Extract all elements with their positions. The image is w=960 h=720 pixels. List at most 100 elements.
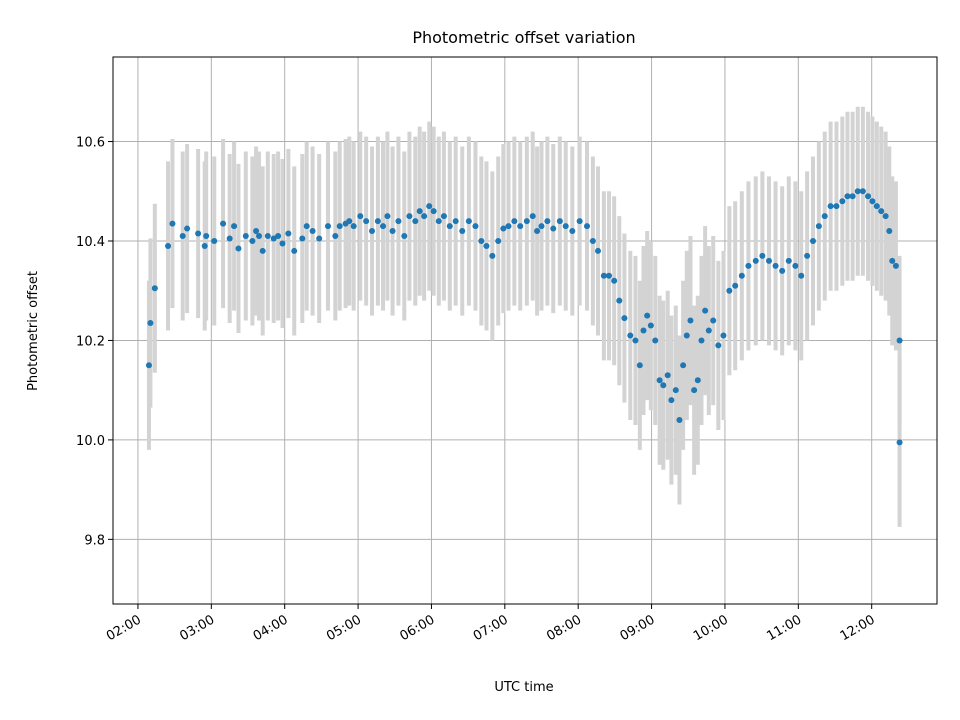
data-point <box>253 228 260 235</box>
data-point <box>705 327 712 334</box>
data-point <box>562 223 569 230</box>
data-point <box>332 233 339 240</box>
data-point <box>589 237 596 244</box>
data-points <box>145 188 903 446</box>
data-point <box>687 317 694 324</box>
data-point <box>291 247 298 254</box>
data-point <box>440 213 447 220</box>
error-bars <box>146 106 902 527</box>
data-point <box>285 230 292 237</box>
data-point <box>374 218 381 225</box>
data-point <box>184 225 191 232</box>
data-point <box>647 322 654 329</box>
data-point <box>606 272 613 279</box>
data-point <box>201 242 208 249</box>
data-point <box>833 203 840 210</box>
x-axis-label: UTC time <box>494 680 553 695</box>
data-point <box>336 223 343 230</box>
plot-frame <box>112 56 938 605</box>
x-tick-label: 06:00 <box>397 612 437 644</box>
data-point <box>556 218 563 225</box>
data-point <box>203 233 210 240</box>
data-point <box>169 220 176 227</box>
data-point <box>827 203 834 210</box>
data-point <box>680 362 687 369</box>
data-point <box>683 332 690 339</box>
data-point <box>584 223 591 230</box>
data-point <box>231 223 238 230</box>
x-tick-label: 12:00 <box>838 612 878 644</box>
x-axis-ticks: 02:00 03:00 04:00 05:00 06:00 07:00 08:00 09:00… <box>104 604 878 644</box>
data-point <box>854 188 861 195</box>
data-point <box>839 198 846 205</box>
data-point <box>249 237 256 244</box>
data-point <box>389 228 396 235</box>
data-point <box>844 193 851 200</box>
data-point <box>676 417 683 424</box>
data-point <box>715 342 722 349</box>
data-point <box>892 262 899 269</box>
data-point <box>421 213 428 220</box>
x-tick-label: 02:00 <box>104 612 144 644</box>
data-point <box>264 233 271 240</box>
data-point <box>226 235 233 242</box>
data-point <box>745 262 752 269</box>
data-point <box>611 277 618 284</box>
data-point <box>316 235 323 242</box>
y-tick-label: 10.2 <box>76 334 105 349</box>
data-point <box>644 312 651 319</box>
data-point <box>772 262 779 269</box>
data-point <box>627 332 634 339</box>
data-point <box>500 225 507 232</box>
x-tick-label: 05:00 <box>324 612 364 644</box>
data-point <box>672 387 679 394</box>
data-point <box>702 307 709 314</box>
y-tick-label: 10.0 <box>76 434 105 449</box>
data-point <box>873 203 880 210</box>
data-point <box>416 208 423 215</box>
data-point <box>363 218 370 225</box>
data-point <box>147 320 154 327</box>
data-point <box>878 208 885 215</box>
data-point <box>459 228 466 235</box>
data-point <box>815 223 822 230</box>
data-point <box>732 282 739 289</box>
data-point <box>505 223 512 230</box>
data-point <box>656 377 663 384</box>
data-point <box>538 223 545 230</box>
data-point <box>785 257 792 264</box>
x-tick-label: 07:00 <box>471 612 511 644</box>
y-tick-label: 10.4 <box>76 235 105 250</box>
data-point <box>664 372 671 379</box>
data-point <box>694 377 701 384</box>
data-point <box>668 397 675 404</box>
data-point <box>195 230 202 237</box>
data-point <box>483 242 490 249</box>
data-point <box>309 228 316 235</box>
data-point <box>632 337 639 344</box>
data-point <box>752 257 759 264</box>
data-point <box>759 252 766 259</box>
data-point <box>259 247 266 254</box>
data-point <box>569 228 576 235</box>
data-point <box>616 297 623 304</box>
data-point <box>660 382 667 389</box>
data-point <box>401 233 408 240</box>
data-point <box>242 233 249 240</box>
data-point <box>896 439 903 446</box>
data-point <box>798 272 805 279</box>
data-point <box>406 213 413 220</box>
data-point <box>369 228 376 235</box>
data-point <box>270 235 277 242</box>
data-point <box>544 218 551 225</box>
data-point <box>859 188 866 195</box>
y-tick-label: 9.8 <box>84 533 105 548</box>
data-point <box>779 267 786 274</box>
data-point <box>889 257 896 264</box>
y-axis-label: Photometric offset <box>26 271 41 391</box>
data-point <box>380 223 387 230</box>
data-point <box>698 337 705 344</box>
data-point <box>465 218 472 225</box>
x-tick-label: 04:00 <box>251 612 291 644</box>
data-point <box>765 257 772 264</box>
